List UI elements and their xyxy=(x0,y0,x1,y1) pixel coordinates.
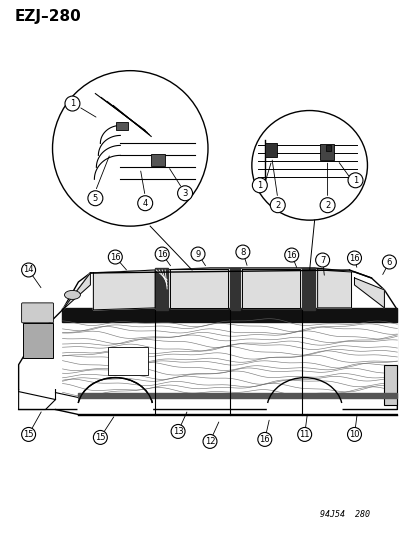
Text: 7: 7 xyxy=(319,255,325,264)
Polygon shape xyxy=(229,268,239,310)
Circle shape xyxy=(235,245,249,259)
Polygon shape xyxy=(155,268,168,310)
Text: 15: 15 xyxy=(95,433,105,442)
Text: 1: 1 xyxy=(352,176,357,185)
Polygon shape xyxy=(170,269,228,308)
Circle shape xyxy=(347,173,362,188)
Text: 8: 8 xyxy=(240,247,245,256)
Text: 12: 12 xyxy=(204,437,215,446)
Circle shape xyxy=(315,253,329,267)
FancyBboxPatch shape xyxy=(21,303,53,323)
FancyBboxPatch shape xyxy=(325,146,330,151)
Circle shape xyxy=(21,263,36,277)
Text: 16: 16 xyxy=(348,254,359,263)
Polygon shape xyxy=(62,308,396,322)
Text: 5: 5 xyxy=(93,193,98,203)
Text: 16: 16 xyxy=(286,251,296,260)
Circle shape xyxy=(297,427,311,441)
Circle shape xyxy=(171,424,185,439)
Polygon shape xyxy=(19,390,55,409)
Ellipse shape xyxy=(64,290,80,300)
Text: 4: 4 xyxy=(142,199,147,208)
Text: 16: 16 xyxy=(259,435,269,444)
Circle shape xyxy=(65,96,80,111)
Text: 16: 16 xyxy=(157,249,167,259)
Circle shape xyxy=(190,247,204,261)
Circle shape xyxy=(382,255,395,269)
Circle shape xyxy=(155,247,169,261)
Circle shape xyxy=(284,248,298,262)
Text: 10: 10 xyxy=(349,430,359,439)
Polygon shape xyxy=(62,323,396,392)
Circle shape xyxy=(177,186,192,201)
FancyBboxPatch shape xyxy=(319,144,333,160)
FancyBboxPatch shape xyxy=(116,123,128,131)
Circle shape xyxy=(21,427,36,441)
FancyBboxPatch shape xyxy=(151,155,165,166)
Text: 15: 15 xyxy=(23,430,34,439)
FancyBboxPatch shape xyxy=(23,323,52,358)
Circle shape xyxy=(202,434,216,448)
Polygon shape xyxy=(354,278,384,308)
Text: 14: 14 xyxy=(23,265,34,274)
Polygon shape xyxy=(241,269,299,308)
Circle shape xyxy=(252,178,267,193)
Text: 1: 1 xyxy=(256,181,262,190)
Ellipse shape xyxy=(77,377,153,441)
Polygon shape xyxy=(19,268,396,409)
Ellipse shape xyxy=(52,71,207,226)
Polygon shape xyxy=(301,268,314,310)
Circle shape xyxy=(347,251,361,265)
Text: 2: 2 xyxy=(324,201,330,209)
Text: 11: 11 xyxy=(299,430,309,439)
Ellipse shape xyxy=(266,377,342,441)
Ellipse shape xyxy=(251,110,367,220)
Text: EZJ–280: EZJ–280 xyxy=(14,9,81,24)
FancyBboxPatch shape xyxy=(264,143,276,157)
Circle shape xyxy=(319,198,334,213)
Text: 16: 16 xyxy=(110,253,120,262)
Circle shape xyxy=(138,196,152,211)
Text: 9: 9 xyxy=(195,249,200,259)
Polygon shape xyxy=(62,273,90,310)
Polygon shape xyxy=(78,393,396,398)
FancyBboxPatch shape xyxy=(384,365,396,405)
Text: 13: 13 xyxy=(172,427,183,436)
FancyBboxPatch shape xyxy=(108,347,148,375)
Circle shape xyxy=(270,198,285,213)
Text: 2: 2 xyxy=(275,201,280,209)
Text: 3: 3 xyxy=(182,189,188,198)
Circle shape xyxy=(347,427,361,441)
Circle shape xyxy=(93,431,107,445)
Text: 94J54  280: 94J54 280 xyxy=(319,510,369,519)
Text: 1: 1 xyxy=(70,99,75,108)
Circle shape xyxy=(88,191,102,206)
Polygon shape xyxy=(93,270,155,310)
Circle shape xyxy=(257,432,271,447)
Text: 6: 6 xyxy=(386,257,391,266)
Polygon shape xyxy=(317,270,351,308)
Circle shape xyxy=(108,250,122,264)
